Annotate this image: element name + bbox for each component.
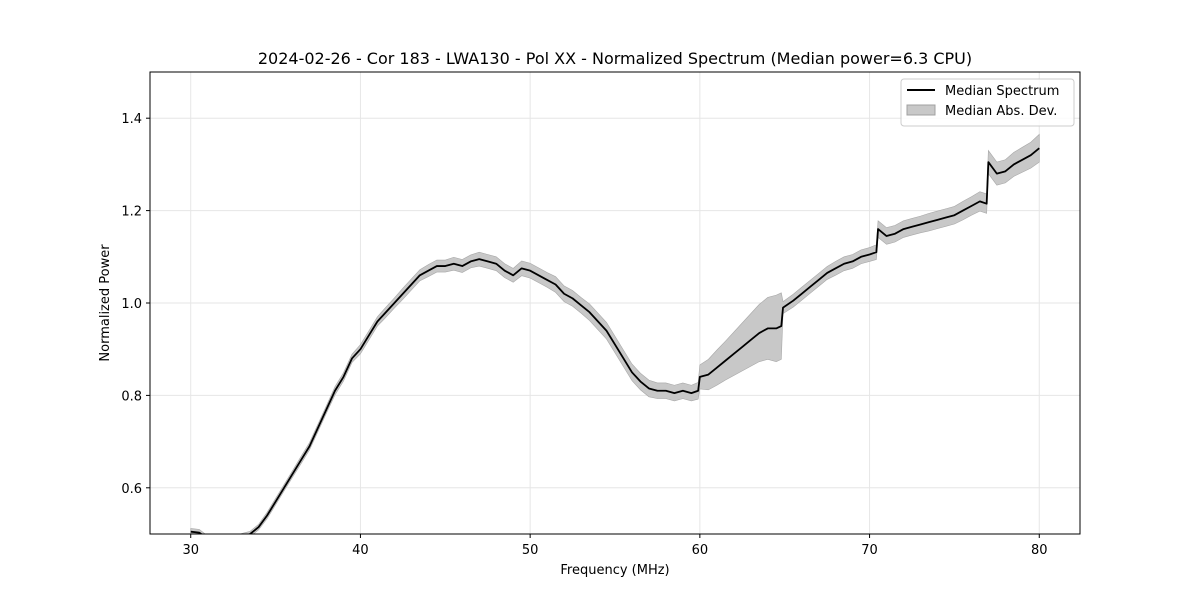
legend-box	[900, 78, 1075, 127]
legend: Median Spectrum Median Abs. Dev.	[900, 78, 1075, 127]
mad-band	[190, 133, 1040, 534]
chart-title: 2024-02-26 - Cor 183 - LWA130 - Pol XX -…	[258, 49, 972, 68]
legend-label-median-abs-dev: Median Abs. Dev.	[945, 104, 1057, 119]
legend-band-swatch	[906, 104, 936, 116]
x-tick-label: 40	[352, 543, 369, 558]
y-axis-label: Normalized Power	[98, 244, 113, 362]
x-tick-label: 30	[182, 543, 199, 558]
y-tick-label: 0.6	[121, 482, 142, 497]
x-tick-label: 60	[692, 543, 709, 558]
y-tick-label: 0.8	[121, 389, 142, 404]
y-tick-label: 1.0	[121, 297, 142, 312]
median-spectrum-line	[190, 147, 1040, 534]
y-tick-label: 1.2	[121, 205, 142, 220]
data-layer	[190, 133, 1040, 534]
x-axis-ticks: 30 40 50 60 70 80	[182, 534, 1048, 558]
y-axis-ticks: 0.6 0.8 1.0 1.2 1.4	[121, 112, 150, 497]
x-tick-label: 70	[861, 543, 878, 558]
legend-label-median-spectrum: Median Spectrum	[945, 84, 1059, 99]
y-tick-label: 1.4	[121, 112, 142, 127]
x-tick-label: 80	[1031, 543, 1048, 558]
x-axis-label: Frequency (MHz)	[560, 563, 669, 578]
x-tick-label: 50	[522, 543, 539, 558]
